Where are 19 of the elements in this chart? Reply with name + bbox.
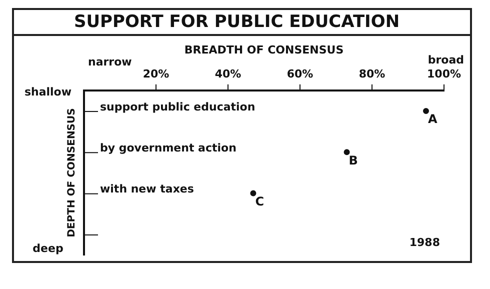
- data-label: B: [348, 153, 358, 168]
- y-tick-label: support public education: [100, 100, 256, 114]
- text: deep: [32, 242, 64, 255]
- x-tick-label: 20%: [142, 68, 170, 81]
- text: shallow: [24, 85, 72, 98]
- chart-title: SUPPORT FOR PUBLIC EDUCATION: [14, 10, 470, 36]
- x-tick-label: 40%: [214, 68, 242, 81]
- text: broad: [428, 53, 464, 66]
- x-tick-label: 60%: [286, 68, 314, 81]
- text: narrow: [88, 55, 132, 68]
- y-axis-title: DEPTH OF CONSENSUS: [66, 108, 78, 238]
- data-label: C: [255, 194, 264, 208]
- x-tick-label: 80%: [358, 68, 386, 81]
- y-tick-label: by government action: [100, 141, 236, 154]
- y-tick-label: with new taxes: [100, 182, 194, 196]
- data-label: A: [428, 112, 438, 126]
- annotation: 1988: [409, 236, 440, 249]
- x-axis-title: BREADTH OF CONSENSUS: [184, 43, 344, 56]
- x-tick-label: 100%: [427, 68, 461, 81]
